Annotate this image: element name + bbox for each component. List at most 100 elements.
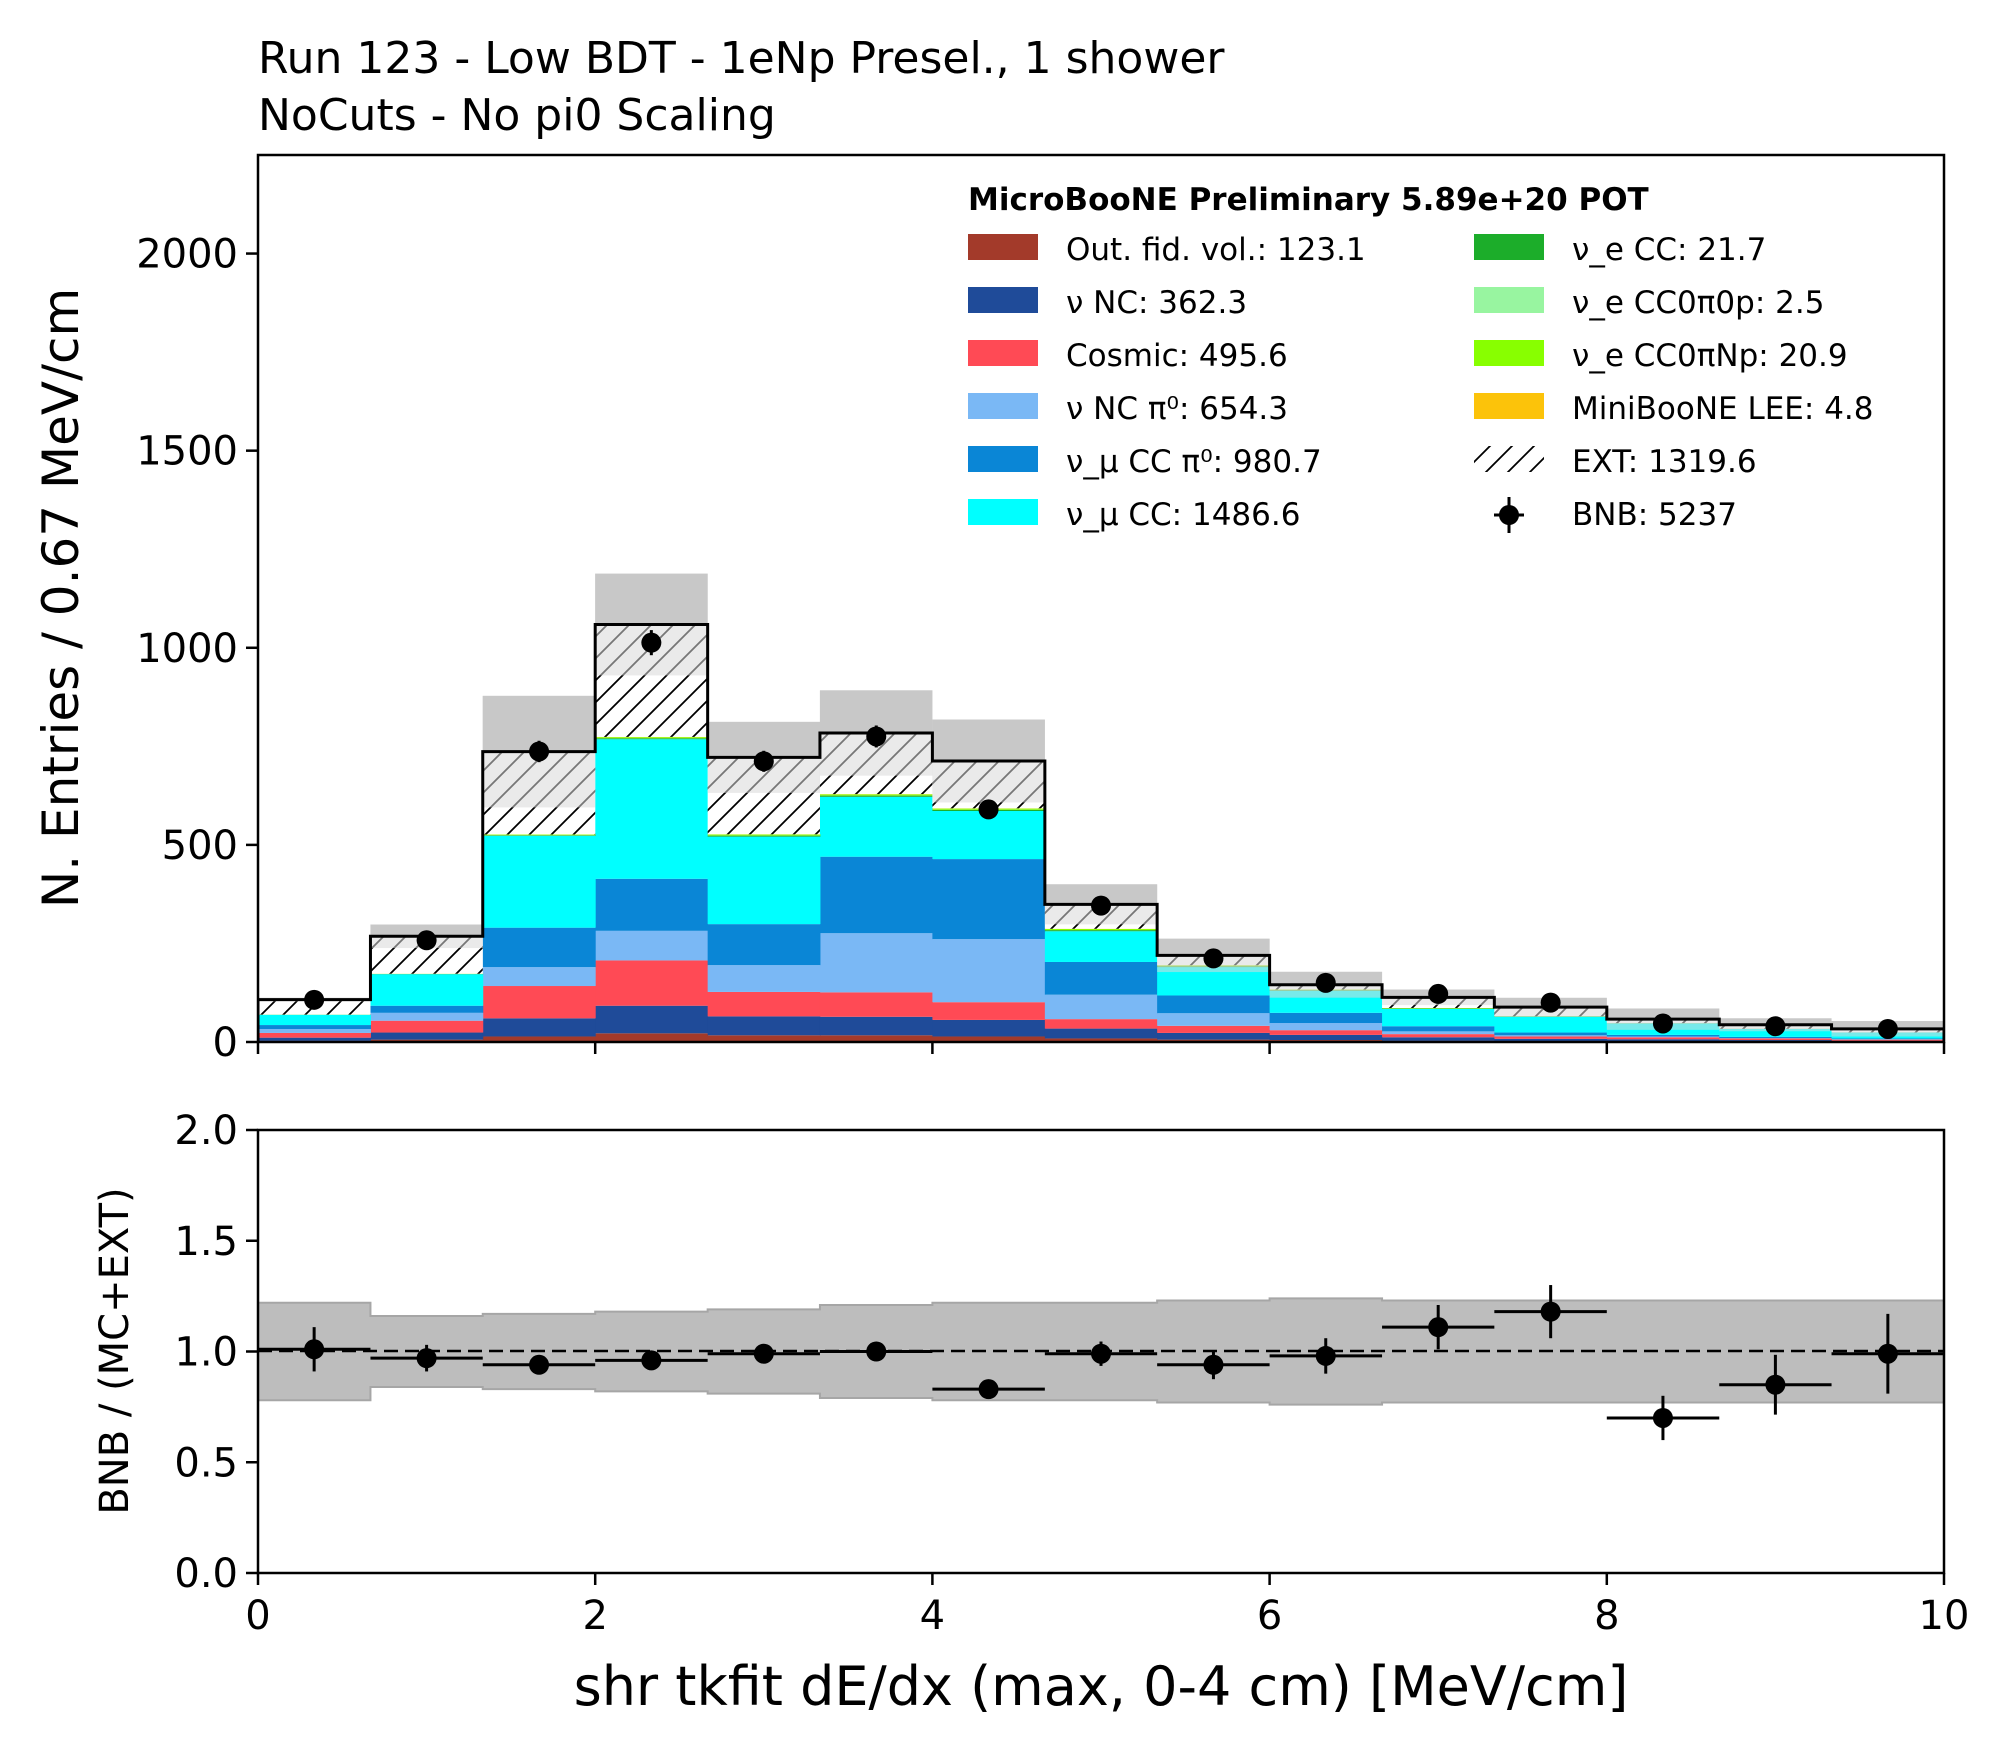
legend-swatch (968, 393, 1038, 419)
stack-bin (1494, 1032, 1608, 1036)
stack-bin (482, 1036, 596, 1042)
stack-bin (1382, 1008, 1495, 1027)
stack-bin (1269, 1023, 1383, 1031)
stack-bin (258, 1032, 371, 1038)
stack-bin (819, 796, 933, 857)
legend-bnb-marker (1499, 505, 1519, 525)
stack-bin (482, 835, 596, 928)
legend-label: MiniBooNE LEE: 4.8 (1572, 391, 1874, 427)
legend: MicroBooNE Preliminary 5.89e+20 POT Out.… (968, 182, 1874, 533)
stack-bin (595, 878, 709, 931)
stack-bin (1044, 930, 1158, 932)
bnb-data-point (529, 741, 550, 762)
ratio-data-point (1877, 1343, 1898, 1364)
stack-bin (482, 835, 596, 836)
stack-bin (1044, 929, 1158, 931)
ratio-data-point (529, 1354, 550, 1375)
stack-bin (1494, 1035, 1608, 1037)
ratio-data-point (416, 1348, 437, 1369)
legend-label: ν NC π⁰: 654.3 (1066, 391, 1288, 427)
stack-bin (932, 859, 1046, 940)
stack-bin (595, 738, 709, 740)
bottom-y-axis-label: BNB / (MC+EXT) (92, 1187, 138, 1514)
stack-bin (1044, 1038, 1158, 1042)
stack-bin (707, 1016, 821, 1036)
ratio-data-points (258, 1285, 1944, 1441)
stack-bin (819, 1035, 933, 1042)
legend-label: EXT: 1319.6 (1572, 444, 1757, 480)
ratio-data-point (1203, 1354, 1224, 1375)
stack-bin (1157, 1013, 1271, 1026)
bnb-data-point (866, 726, 887, 747)
legend-label: BNB: 5237 (1572, 497, 1737, 533)
stack-bin (707, 924, 821, 966)
stack-bin (1044, 994, 1158, 1020)
stack-bin (1157, 995, 1271, 1014)
x-tick-label: 4 (920, 1593, 945, 1639)
stack-bin (1157, 1032, 1271, 1040)
stack-bin (1044, 931, 1158, 962)
ratio-y-tick-label: 0.5 (174, 1440, 238, 1486)
top-y-axis-ticks: 0 500 1000 1500 2000 (136, 232, 258, 1066)
legend-label: ν_e CC0π0p: 2.5 (1572, 285, 1824, 321)
stack-bin (1269, 1030, 1383, 1035)
stack-bin (258, 1014, 371, 1026)
legend-swatch-ext (1474, 446, 1544, 472)
legend-label: ν_e CC0πNp: 20.9 (1572, 338, 1848, 374)
bnb-data-point (1877, 1018, 1898, 1039)
stack-bin (932, 1036, 1046, 1042)
legend-swatch (968, 340, 1038, 366)
legend-swatch (968, 499, 1038, 525)
stack-bin (482, 986, 596, 1019)
stacked-histogram (258, 573, 1944, 1042)
bnb-data-point (1315, 972, 1336, 993)
ratio-data-point (978, 1379, 999, 1400)
stack-bin (595, 1033, 709, 1042)
legend-swatch (968, 234, 1038, 260)
bnb-data-point (641, 632, 662, 653)
legend-swatch (1474, 393, 1544, 419)
ratio-data-point (1540, 1301, 1561, 1322)
stack-bin (482, 1018, 596, 1037)
legend-swatch (1474, 234, 1544, 260)
stack-bin (932, 1002, 1046, 1020)
bnb-data-point (304, 989, 325, 1010)
stack-bin (595, 1005, 709, 1034)
top-x-axis-ticks (256, 1042, 1946, 1054)
y-tick-label: 1000 (136, 626, 238, 672)
stack-bin (707, 834, 821, 836)
legend-title: MicroBooNE Preliminary 5.89e+20 POT (968, 182, 1649, 218)
x-tick-label: 2 (582, 1593, 607, 1639)
stack-bin (1269, 1034, 1383, 1041)
stack-bin (819, 794, 933, 796)
top-y-axis-label: N. Entries / 0.67 MeV/cm (32, 288, 90, 908)
stack-bin (707, 835, 821, 837)
bnb-data-point (978, 799, 999, 820)
stack-bin (482, 967, 596, 987)
stack-bin (595, 739, 709, 879)
stack-bin (1269, 1012, 1383, 1024)
y-tick-label: 500 (162, 823, 238, 869)
stack-bin (1606, 1037, 1720, 1040)
legend-label: ν_μ CC: 1486.6 (1066, 497, 1300, 533)
y-tick-label: 1500 (136, 429, 238, 475)
stack-bin (258, 1025, 371, 1029)
legend-label: ν_μ CC π⁰: 980.7 (1066, 444, 1322, 480)
stack-bin (932, 1019, 1046, 1037)
bnb-data-point (1203, 948, 1224, 969)
stack-bin (258, 1037, 371, 1041)
stack-bin (707, 991, 821, 1017)
ratio-data-point (1315, 1345, 1336, 1366)
stack-bin (1382, 1031, 1495, 1035)
stack-bin (1494, 1038, 1608, 1042)
stack-bin (819, 1016, 933, 1036)
ratio-y-tick-label: 2.0 (174, 1108, 238, 1154)
bnb-data-point (1765, 1016, 1786, 1037)
legend-swatch (968, 446, 1038, 472)
stack-bin (1044, 1019, 1158, 1029)
stack-bin (819, 933, 933, 993)
legend-label: ν_e CC: 21.7 (1572, 232, 1766, 268)
ratio-data-point (1765, 1374, 1786, 1395)
x-axis-label: shr tkfit dE/dx (max, 0-4 cm) [MeV/cm] (574, 1655, 1629, 1718)
stack-bin (707, 836, 821, 925)
